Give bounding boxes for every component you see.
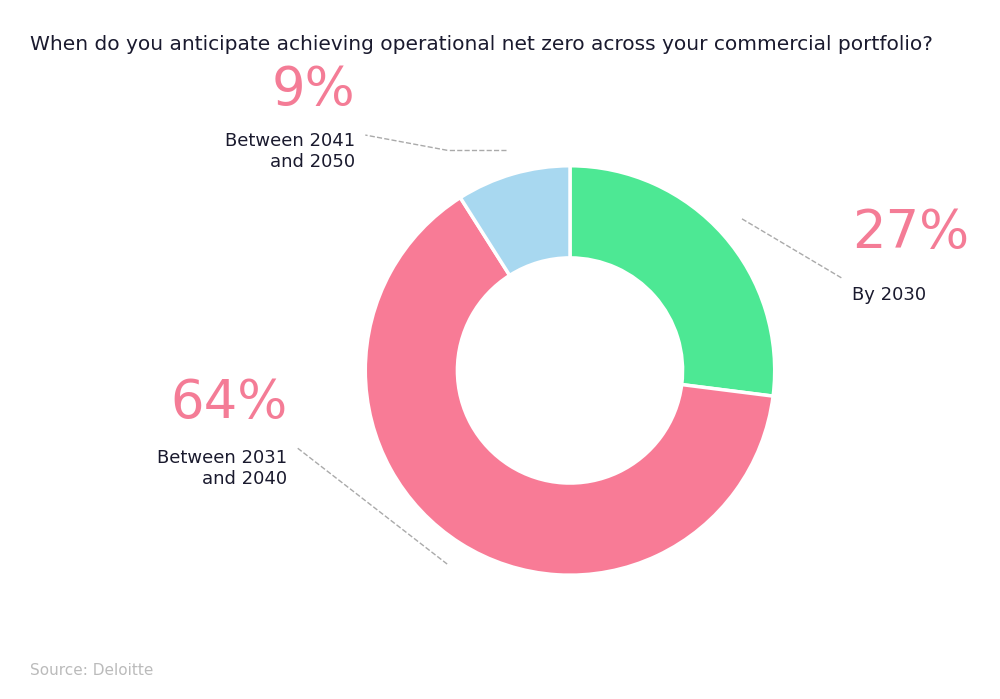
Text: By 2030: By 2030	[852, 286, 927, 304]
Text: 27%: 27%	[852, 208, 970, 259]
Text: When do you anticipate achieving operational net zero across your commercial por: When do you anticipate achieving operati…	[30, 35, 933, 54]
Text: Between 2031
and 2040: Between 2031 and 2040	[157, 449, 288, 488]
Text: 64%: 64%	[170, 377, 288, 429]
Text: 9%: 9%	[271, 64, 355, 116]
Wedge shape	[570, 166, 775, 396]
Text: Between 2041
and 2050: Between 2041 and 2050	[225, 132, 355, 171]
Text: Source: Deloitte: Source: Deloitte	[30, 663, 153, 678]
Wedge shape	[460, 166, 570, 275]
Wedge shape	[365, 198, 773, 575]
